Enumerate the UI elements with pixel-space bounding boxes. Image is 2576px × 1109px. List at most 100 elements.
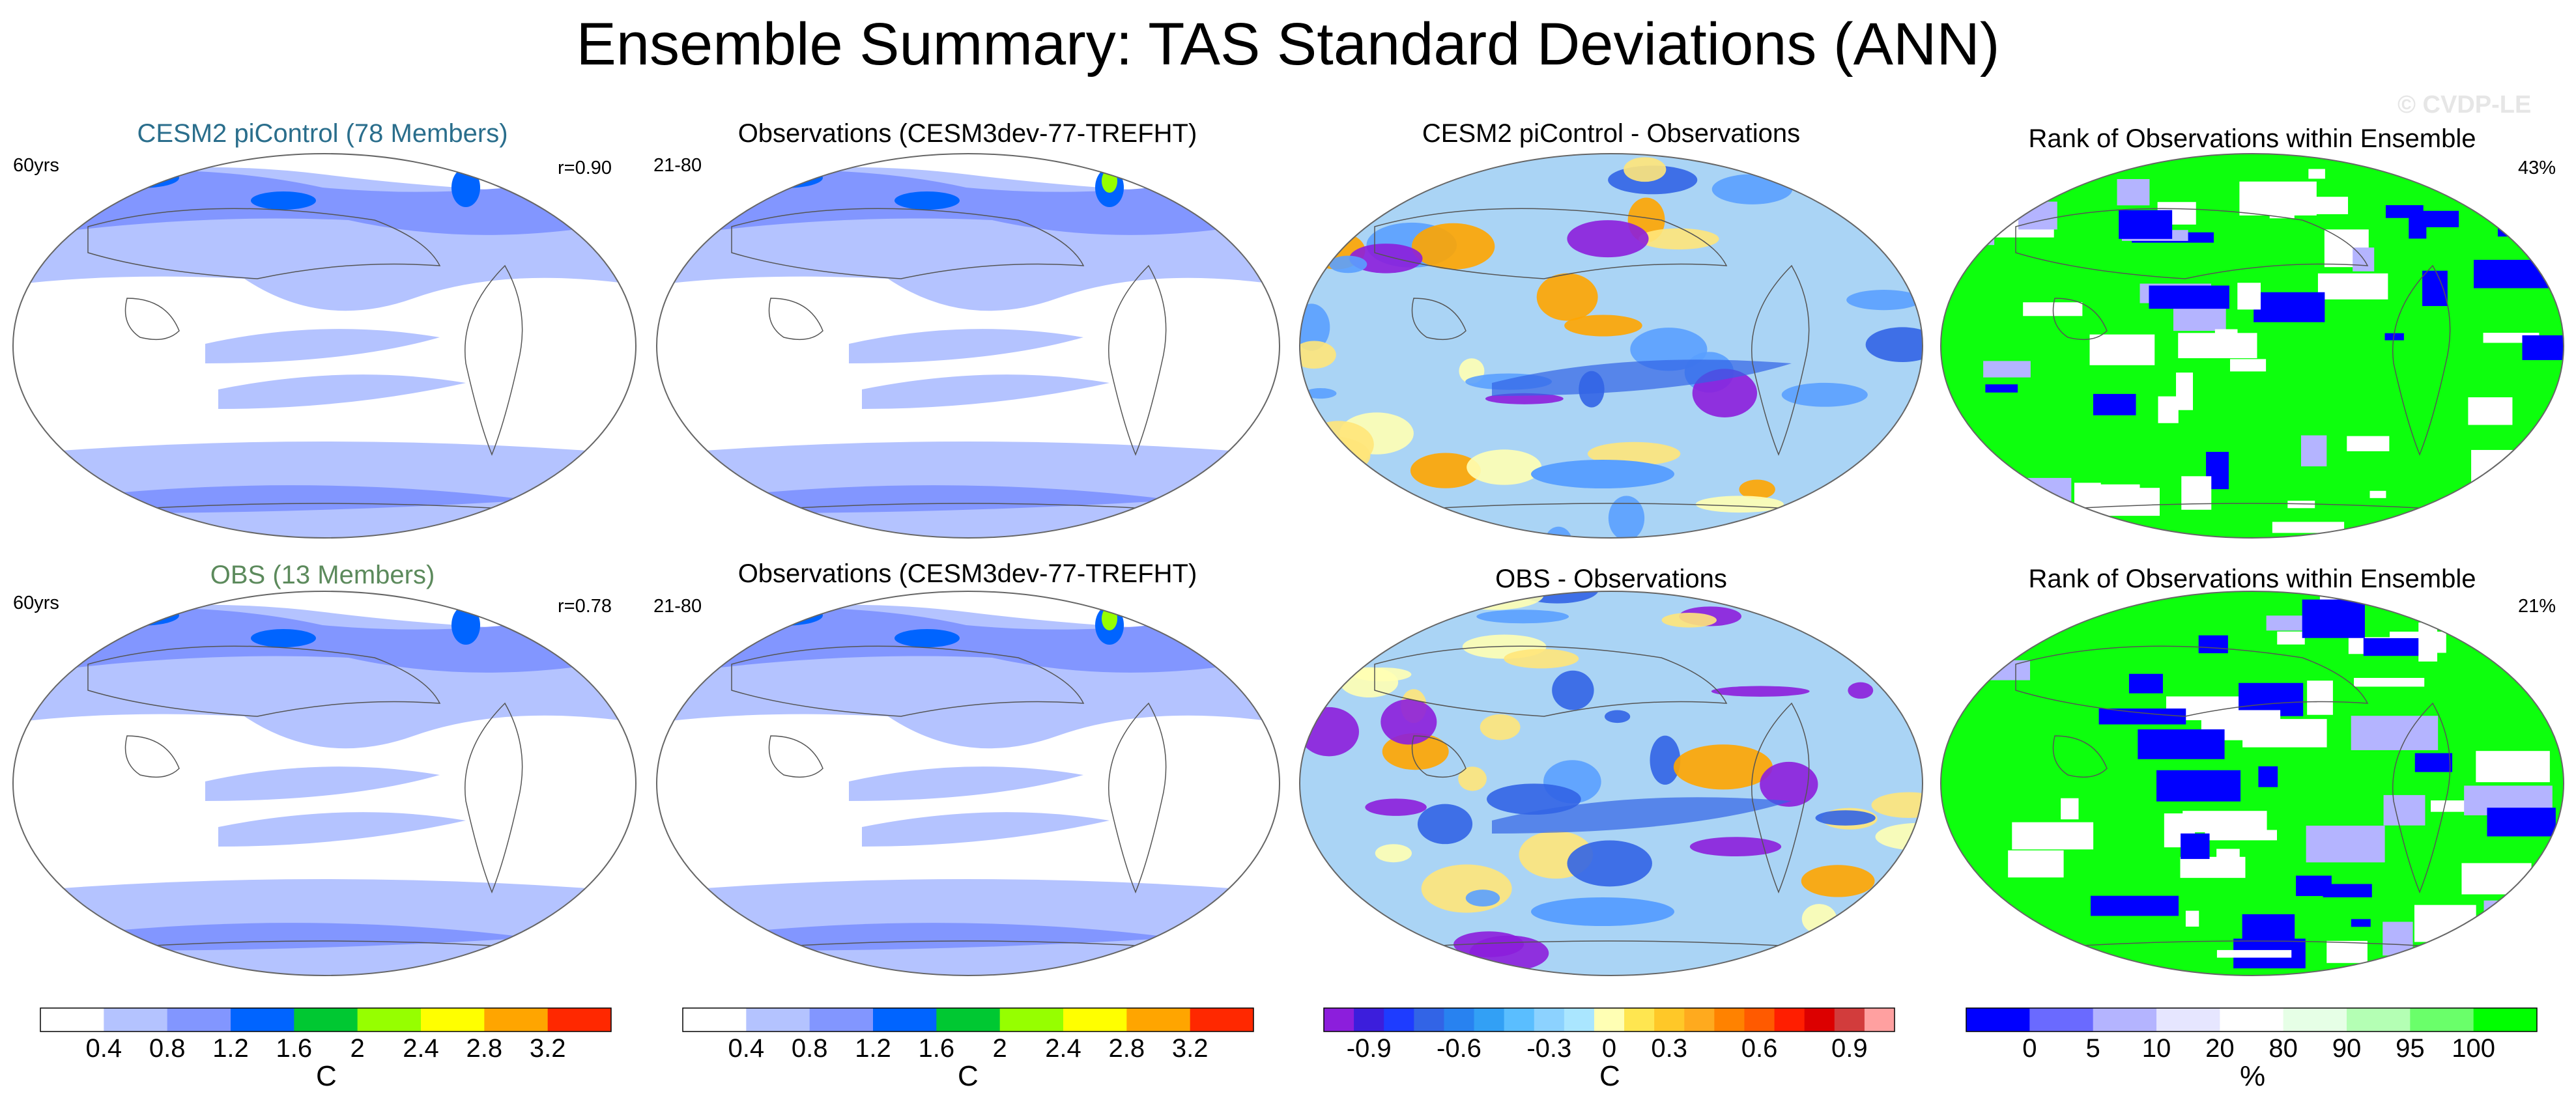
diff-anomaly-blob: [1851, 154, 1906, 180]
diff-anomaly-blob: [1316, 156, 1349, 180]
rank-patch: [2300, 435, 2327, 467]
correlation-label-r2c1: r=0.78: [558, 596, 612, 617]
colorbar-segment: [484, 1008, 549, 1032]
std-band-tropic-1: [205, 766, 440, 801]
colorbar-segment: [547, 1008, 612, 1032]
diff-anomaly-blob: [1381, 530, 1461, 538]
diff-anomaly-blob: [1374, 965, 1433, 976]
rank-patch: [1985, 384, 2018, 393]
std-band-tropic-2: [862, 374, 1109, 409]
rank-patch: [2180, 856, 2246, 878]
diff-anomaly-blob: [1587, 442, 1681, 466]
colorbar-tick-label: 2.8: [1108, 1034, 1145, 1063]
diff-anomaly-blob: [1848, 682, 1874, 699]
rank-patch: [2008, 850, 2064, 878]
std-core-3: [451, 168, 480, 207]
rank-patch: [2317, 273, 2388, 300]
colorbar-segment: [809, 1008, 874, 1032]
diff-anomaly-blob: [1552, 670, 1594, 710]
diff-anomaly-blob: [1329, 255, 1367, 274]
colorbar-unit-3: C: [1599, 1060, 1620, 1092]
panel-title-r1c2: Observations (CESM3dev-77-TREFHT): [737, 119, 1197, 148]
colorbar-rank: [1966, 1007, 2538, 1032]
map-r2c4: [1940, 591, 2564, 976]
colorbar-tick-label: 0: [2022, 1034, 2037, 1063]
diff-anomaly-blob: [1328, 175, 1368, 202]
diff-anomaly-blob: [1781, 382, 1868, 407]
rank-patch: [2383, 921, 2413, 956]
colorbar-tick-label: 1.6: [918, 1034, 955, 1063]
rank-patch: [2061, 798, 2079, 820]
colorbar-segment: [231, 1008, 294, 1032]
colorbar-segment: [2156, 1008, 2220, 1032]
colorbar-segment: [746, 1008, 810, 1032]
colorbar-segment: [1384, 1008, 1414, 1032]
colorbar-tick-label: 0: [1601, 1034, 1617, 1063]
colorbar-tick-label: 0.9: [1831, 1034, 1868, 1063]
colorbar-segment: [2093, 1008, 2157, 1032]
colorbar-tick-label: 90: [2332, 1034, 2362, 1063]
std-hot-1: [768, 606, 799, 619]
colorbar-segment: [294, 1008, 358, 1032]
std-core-1: [745, 167, 823, 188]
rank-patch: [1941, 492, 2028, 524]
diff-anomaly-blob: [1465, 890, 1500, 907]
rank-patch: [2369, 490, 2386, 498]
rank-patch: [2287, 500, 2315, 509]
colorbar-tick-label: 1.6: [276, 1034, 313, 1063]
rank-patch: [2347, 436, 2390, 451]
rank-patch: [2351, 716, 2439, 750]
diff-anomaly-blob: [1480, 714, 1521, 740]
diff-anomaly-blob: [1365, 798, 1427, 816]
diff-anomaly-blob: [1349, 244, 1423, 274]
colorbar-segment: [1594, 1008, 1625, 1032]
rank-patch: [2254, 292, 2325, 322]
diff-anomaly-blob: [1302, 216, 1358, 229]
correlation-label-r1c1: r=0.90: [558, 158, 612, 178]
colorbar-tick-label: 0.4: [728, 1034, 765, 1063]
diff-anomaly-blob: [1689, 837, 1782, 857]
coastline-americas: [2392, 264, 2451, 456]
map-r1c2: [656, 153, 1280, 539]
coastline-eurasia: [87, 208, 441, 279]
diff-anomaly-blob: [1300, 707, 1359, 757]
diff-anomaly-blob: [1319, 640, 1381, 661]
colorbar-segment: [1564, 1008, 1595, 1032]
std-band-south-core: [107, 923, 531, 951]
rank-patch: [2437, 938, 2494, 959]
rank-patch: [2093, 393, 2136, 415]
rank-patch: [2277, 631, 2305, 645]
diff-anomaly-blob: [1567, 840, 1652, 887]
colorbar-segment: [1804, 1008, 1835, 1032]
rank-patch: [2560, 899, 2564, 929]
std-band-tropic-2: [218, 812, 466, 847]
rank-patch: [2418, 622, 2438, 662]
rank-patch: [2385, 205, 2424, 218]
colorbar-segment: [1063, 1008, 1127, 1032]
diff-anomaly-blob: [1544, 526, 1573, 538]
colorbar-segment: [1414, 1008, 1444, 1032]
diff-anomaly-blob: [1846, 290, 1922, 311]
colorbar-frame: [40, 1007, 612, 1032]
diff-anomaly-blob: [1760, 761, 1818, 807]
rank-patch: [2230, 359, 2267, 372]
coastline-eurasia: [2015, 645, 2369, 717]
std-core-1: [745, 605, 823, 626]
colorbar-segment: [683, 1008, 747, 1032]
diff-anomaly-blob: [1872, 514, 1906, 534]
rank-patch: [2308, 169, 2325, 179]
diff-anomaly-blob: [1421, 864, 1512, 913]
rank-patch: [2518, 914, 2550, 944]
rank-patch: [2351, 919, 2371, 927]
rank-patch: [2095, 488, 2160, 516]
rank-patch: [2117, 179, 2150, 206]
rank-patch: [2012, 822, 2094, 850]
colorbar-tick-label: -0.9: [1346, 1034, 1392, 1063]
coastline-australia: [2052, 735, 2108, 778]
map-r2c3: [1299, 591, 1923, 976]
diff-anomaly-blob: [1381, 699, 1437, 745]
colorbar-segment: [1504, 1008, 1535, 1032]
map-border: [1940, 591, 2564, 976]
rank-patch: [2198, 635, 2228, 654]
period-label-r2c2: 21-80: [653, 596, 702, 617]
